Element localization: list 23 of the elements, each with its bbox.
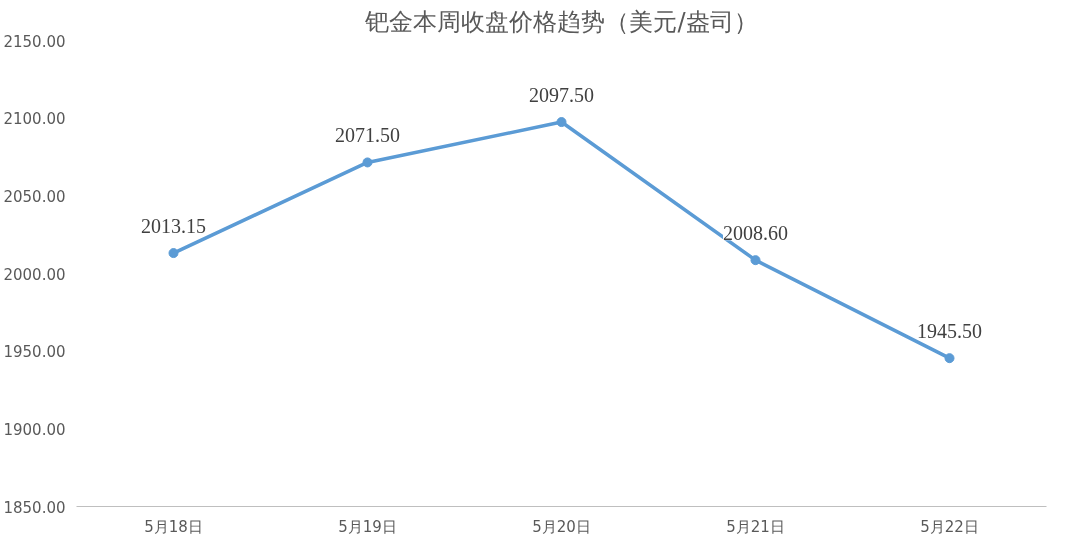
x-tick-label: 5月19日 (338, 517, 397, 536)
y-tick-label: 2050.00 (3, 187, 66, 206)
data-label: 2013.15 (141, 215, 206, 238)
data-label: 1945.50 (917, 320, 982, 343)
data-label: 2008.60 (723, 222, 788, 245)
x-tick-label: 5月22日 (920, 517, 979, 536)
y-tick-label: 2000.00 (3, 265, 66, 284)
point (168, 248, 179, 259)
y-tick-label: 1950.00 (3, 343, 66, 362)
point (750, 255, 761, 266)
point (362, 157, 373, 168)
y-tick-label: 2100.00 (3, 110, 66, 129)
x-tick-label: 5月21日 (726, 517, 785, 536)
point (556, 117, 567, 128)
point (944, 353, 955, 364)
data-label: 2097.50 (529, 84, 594, 107)
chart-title: 钯金本周收盘价格趋势（美元/盎司） (364, 7, 758, 36)
y-tick-label: 1900.00 (3, 420, 66, 439)
x-tick-label: 5月18日 (144, 517, 203, 536)
y-tick-label: 1850.00 (3, 498, 66, 517)
data-label: 2071.50 (335, 124, 400, 147)
x-tick-label: 5月20日 (532, 517, 591, 536)
y-tick-label: 2150.00 (3, 32, 66, 51)
